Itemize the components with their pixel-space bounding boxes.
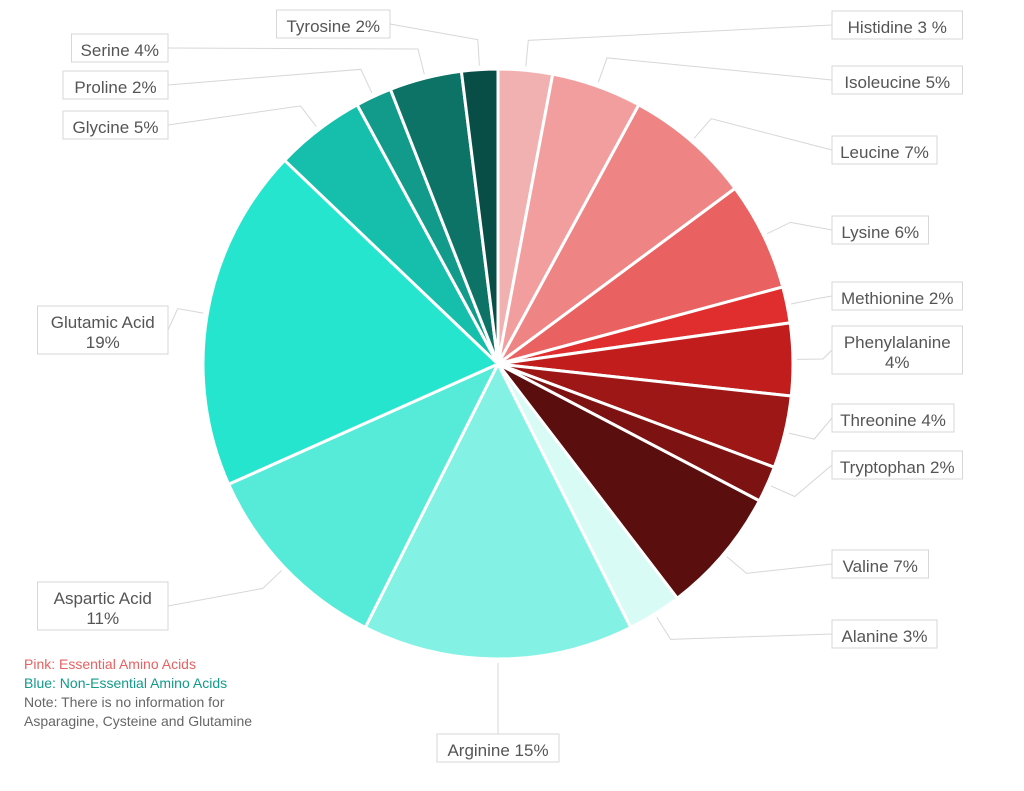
label-text: Tryptophan 2%: [840, 458, 955, 477]
leader-line: [168, 48, 424, 74]
label-text: Valine 7%: [843, 557, 918, 576]
leader-line: [727, 557, 832, 574]
label-text: Serine 4%: [81, 41, 159, 60]
leader-line: [390, 24, 479, 66]
leader-line: [771, 465, 832, 496]
label-text: 19%: [86, 333, 120, 352]
label-text: Arginine 15%: [447, 741, 548, 760]
leader-line: [598, 58, 832, 82]
leader-line: [168, 570, 282, 606]
label-text: 11%: [86, 609, 119, 628]
leader-line: [789, 418, 832, 439]
footnote-pink: Pink: Essential Amino Acids: [24, 655, 254, 674]
leader-line: [526, 25, 832, 66]
label-text: Methionine 2%: [841, 289, 953, 308]
label-text: 4%: [885, 353, 910, 372]
label-text: Glycine 5%: [73, 118, 159, 137]
leader-line: [657, 617, 832, 639]
label-text: Histidine 3 %: [848, 18, 947, 37]
label-text: Proline 2%: [74, 78, 156, 97]
label-text: Phenylalanine: [844, 333, 951, 352]
label-text: Alanine 3%: [841, 627, 927, 646]
leader-line: [791, 296, 832, 304]
label-text: Lysine 6%: [841, 223, 919, 242]
chart-footnote: Pink: Essential Amino Acids Blue: Non-Es…: [24, 655, 254, 731]
label-text: Threonine 4%: [840, 411, 946, 430]
leader-line: [168, 69, 372, 93]
label-text: Aspartic Acid: [54, 589, 152, 608]
leader-line: [767, 222, 832, 233]
footnote-blue: Blue: Non-Essential Amino Acids: [24, 674, 254, 693]
leader-line: [168, 309, 203, 330]
footnote-note: Note: There is no information for Aspara…: [24, 693, 254, 731]
label-text: Isoleucine 5%: [844, 73, 950, 92]
leader-line: [797, 350, 832, 359]
leader-line: [168, 106, 316, 127]
label-text: Leucine 7%: [840, 143, 929, 162]
label-text: Tyrosine 2%: [286, 17, 380, 36]
leader-line: [694, 119, 832, 150]
label-text: Glutamic Acid: [51, 313, 155, 332]
amino-acid-pie-chart: Histidine 3 % Isoleucine 5% Leucine 7% Lysi…: [0, 0, 1024, 791]
